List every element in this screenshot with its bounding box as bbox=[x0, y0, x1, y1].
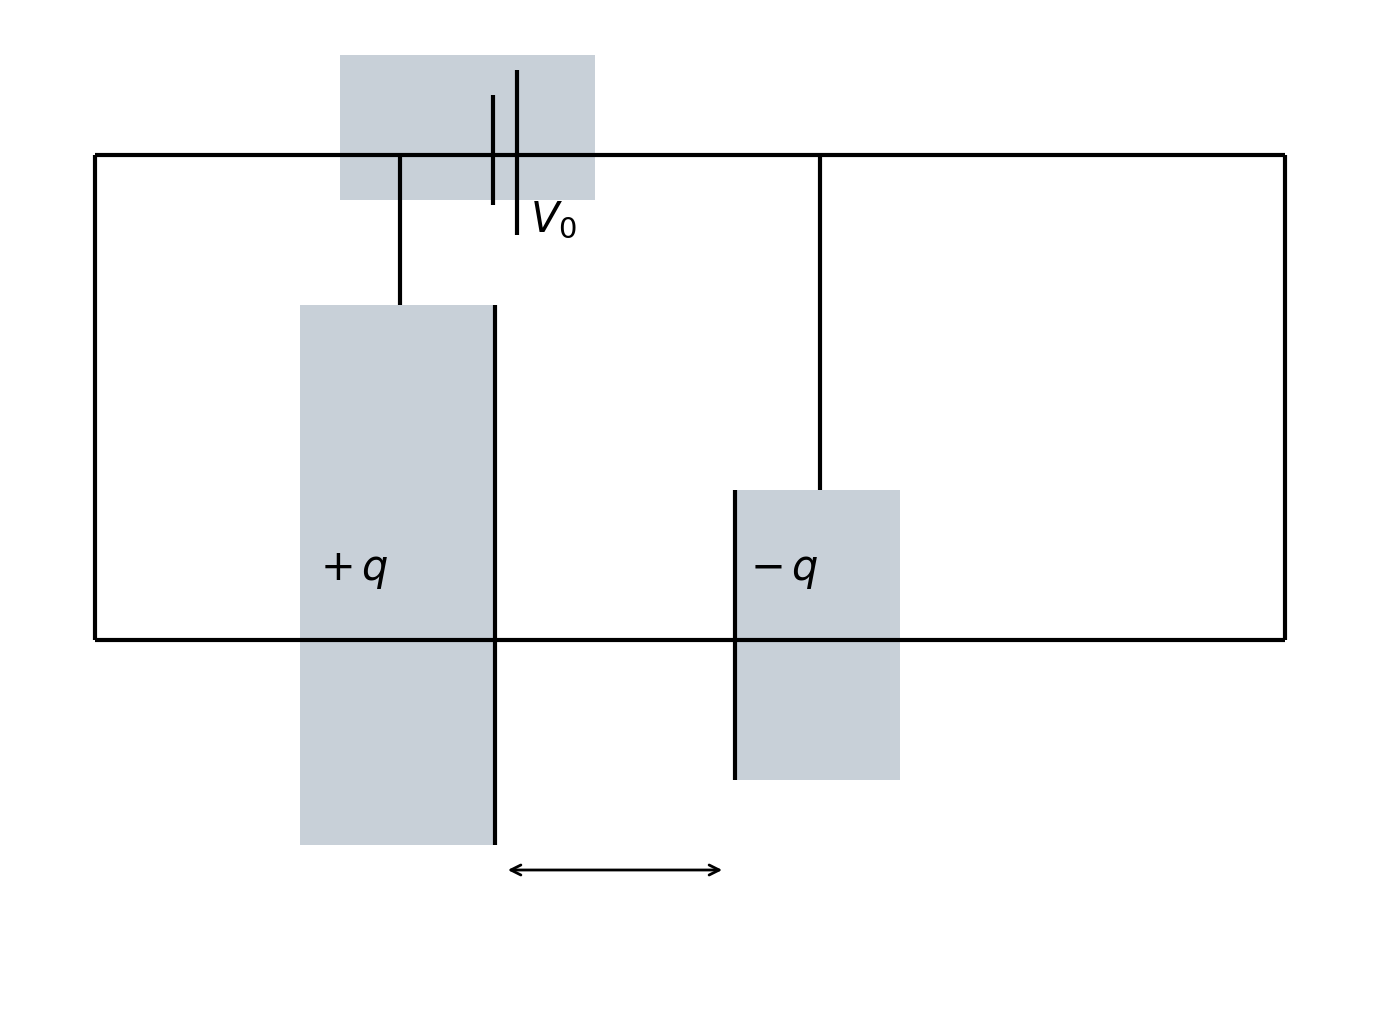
Text: $-\,q$: $-\,q$ bbox=[750, 549, 819, 591]
Bar bbox=[340, 55, 595, 200]
Text: $+\,q$: $+\,q$ bbox=[320, 549, 388, 591]
Bar bbox=[299, 305, 495, 845]
Text: $V_0$: $V_0$ bbox=[529, 199, 577, 241]
Bar bbox=[735, 490, 900, 780]
